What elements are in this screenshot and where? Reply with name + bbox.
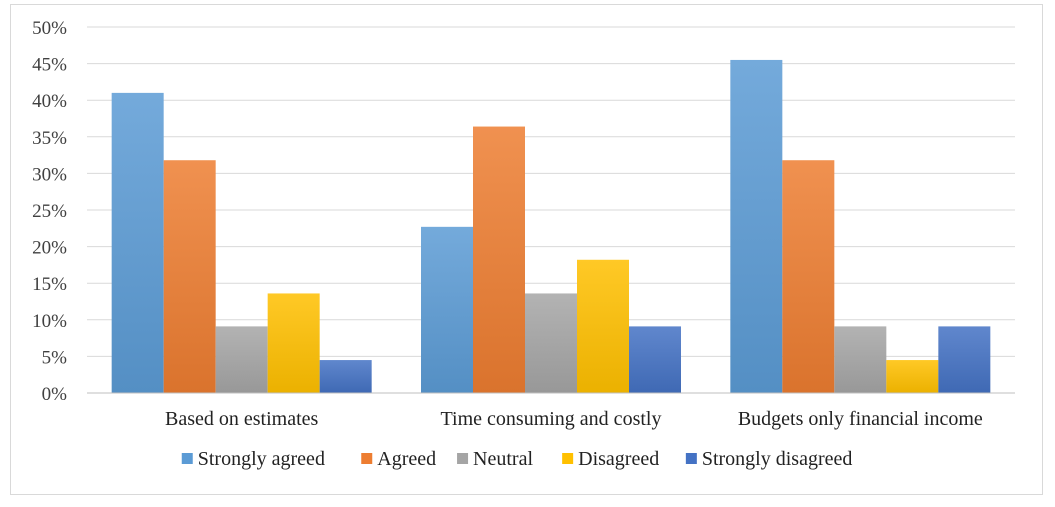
legend-swatch	[562, 453, 574, 464]
y-tick-label: 0%	[42, 384, 68, 405]
y-tick-label: 45%	[32, 55, 67, 76]
legend-item: Strongly agreed	[181, 448, 325, 470]
legend-swatch	[685, 453, 697, 464]
y-tick-label: 30%	[32, 164, 67, 185]
bar	[319, 360, 372, 393]
bar	[730, 59, 783, 393]
legend-swatch	[181, 453, 193, 464]
bar	[938, 326, 991, 393]
legend-label: Neutral	[473, 448, 533, 470]
y-tick-label: 25%	[32, 201, 67, 222]
legend-swatch	[361, 453, 373, 464]
y-tick-label: 5%	[42, 347, 68, 368]
bar	[782, 160, 835, 393]
x-category-label: Based on estimates	[165, 408, 319, 430]
y-tick-label: 15%	[32, 274, 67, 295]
bar	[421, 226, 473, 393]
bar	[215, 326, 268, 393]
legend-item: Disagreed	[562, 448, 659, 470]
legend-item: Strongly disagreed	[685, 448, 853, 470]
bar	[111, 92, 164, 393]
legend-swatch	[457, 453, 469, 464]
y-axis-ticks: 0% 5% 10% 15% 20% 25% 30% 35% 40% 45% 50%	[32, 18, 67, 405]
bar	[629, 326, 681, 393]
y-tick-label: 35%	[32, 128, 67, 149]
legend-label: Agreed	[377, 448, 436, 470]
legend-label: Strongly agreed	[198, 448, 325, 470]
bar	[525, 293, 577, 393]
legend-label: Strongly disagreed	[702, 448, 853, 470]
bar	[163, 160, 216, 393]
bar	[834, 326, 887, 393]
y-tick-label: 50%	[32, 18, 67, 39]
legend: Strongly agreed Agreed Neutral Disagreed Str…	[181, 448, 853, 470]
legend-item: Agreed	[361, 448, 436, 470]
x-category-label: Budgets only financial income	[738, 408, 983, 430]
y-tick-label: 40%	[32, 91, 67, 112]
bar	[267, 293, 320, 393]
legend-item: Neutral	[457, 448, 533, 470]
y-tick-label: 20%	[32, 238, 67, 259]
bar	[473, 126, 525, 393]
bar	[886, 360, 939, 393]
y-tick-label: 10%	[32, 311, 67, 332]
bars	[111, 59, 991, 393]
x-axis-categories: Based on estimates Time consuming and cos…	[165, 408, 983, 430]
x-category-label: Time consuming and costly	[441, 408, 662, 430]
legend-label: Disagreed	[578, 448, 659, 470]
bar	[577, 259, 629, 393]
